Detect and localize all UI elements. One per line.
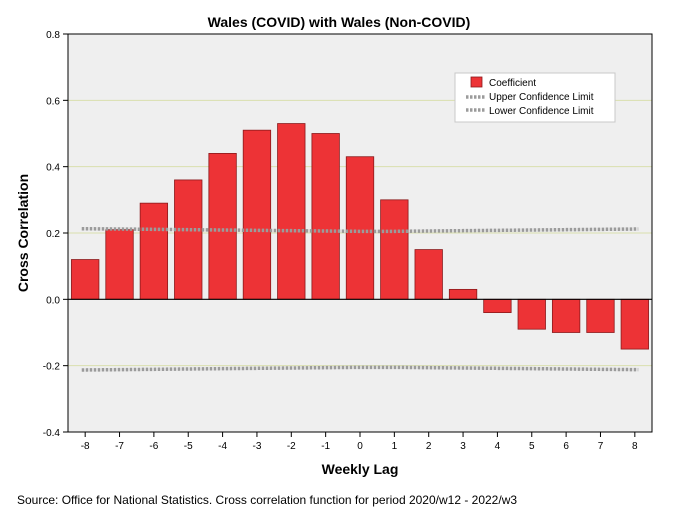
- coefficient-bar: [551, 298, 581, 333]
- x-tick-label: -8: [81, 441, 90, 452]
- legend-coefficient-label: Coefficient: [489, 78, 536, 89]
- legend-coefficient-swatch: [470, 76, 483, 88]
- x-tick-label: 7: [598, 441, 604, 452]
- coefficient-bar: [208, 152, 237, 300]
- coefficient-bar: [277, 123, 306, 300]
- x-tick-label: -1: [321, 441, 330, 452]
- y-tick-label: 0.6: [46, 96, 60, 107]
- x-tick-label: 0: [357, 441, 363, 452]
- source-note: Source: Office for National Statistics. …: [17, 493, 518, 507]
- upper-confidence-limit-line: [81, 226, 639, 234]
- y-tick-label: -0.2: [43, 362, 61, 373]
- legend: Coefficient Upper Confidence Limit Lower…: [454, 72, 616, 123]
- plot-frame: [67, 33, 653, 433]
- chart-title: Wales (COVID) with Wales (Non-COVID): [208, 14, 471, 30]
- coefficient-bar: [414, 249, 443, 300]
- coefficient-bar: [517, 298, 546, 330]
- coefficient-bar: [174, 179, 203, 300]
- coefficient-bar: [586, 298, 615, 333]
- y-tick-label: -0.4: [43, 428, 61, 439]
- y-axis-label: Cross Correlation: [15, 174, 31, 292]
- x-tick-label: -4: [218, 441, 227, 452]
- coefficient-bar: [483, 298, 512, 314]
- x-tick-label: -2: [287, 441, 296, 452]
- y-tick-label: 0.4: [46, 163, 60, 174]
- x-axis-label: Weekly Lag: [322, 461, 399, 477]
- coefficient-bar: [345, 156, 375, 300]
- y-tick-label: 0.0: [46, 295, 60, 306]
- coefficient-bar: [311, 133, 340, 300]
- x-tick-label: 1: [392, 441, 398, 452]
- coefficient-bar: [71, 259, 100, 300]
- x-tick-label: 5: [529, 441, 535, 452]
- legend-upper-limit-label: Upper Confidence Limit: [489, 92, 594, 103]
- x-tick-label: 6: [563, 441, 569, 452]
- x-tick-label: -5: [184, 441, 193, 452]
- x-tick-label: -7: [115, 441, 124, 452]
- x-tick-label: 3: [460, 441, 466, 452]
- cross-correlation-chart: Wales (COVID) with Wales (Non-COVID) -0.…: [15, 14, 653, 477]
- x-tick-label: 8: [632, 441, 638, 452]
- coefficient-bar: [139, 202, 169, 300]
- coefficient-bar: [620, 298, 649, 350]
- coefficient-bar: [105, 229, 134, 300]
- legend-lower-limit-label: Lower Confidence Limit: [489, 106, 594, 117]
- lower-confidence-limit-line: [81, 365, 639, 372]
- x-tick-label: -3: [252, 441, 261, 452]
- x-tick-label: -6: [149, 441, 158, 452]
- x-tick-label: 4: [495, 441, 501, 452]
- y-tick-label: 0.8: [46, 30, 60, 41]
- x-tick-label: 2: [426, 441, 432, 452]
- coefficient-bar: [380, 199, 409, 300]
- y-tick-label: 0.2: [46, 229, 60, 240]
- coefficient-bar: [242, 129, 272, 300]
- coefficient-bar: [448, 288, 478, 300]
